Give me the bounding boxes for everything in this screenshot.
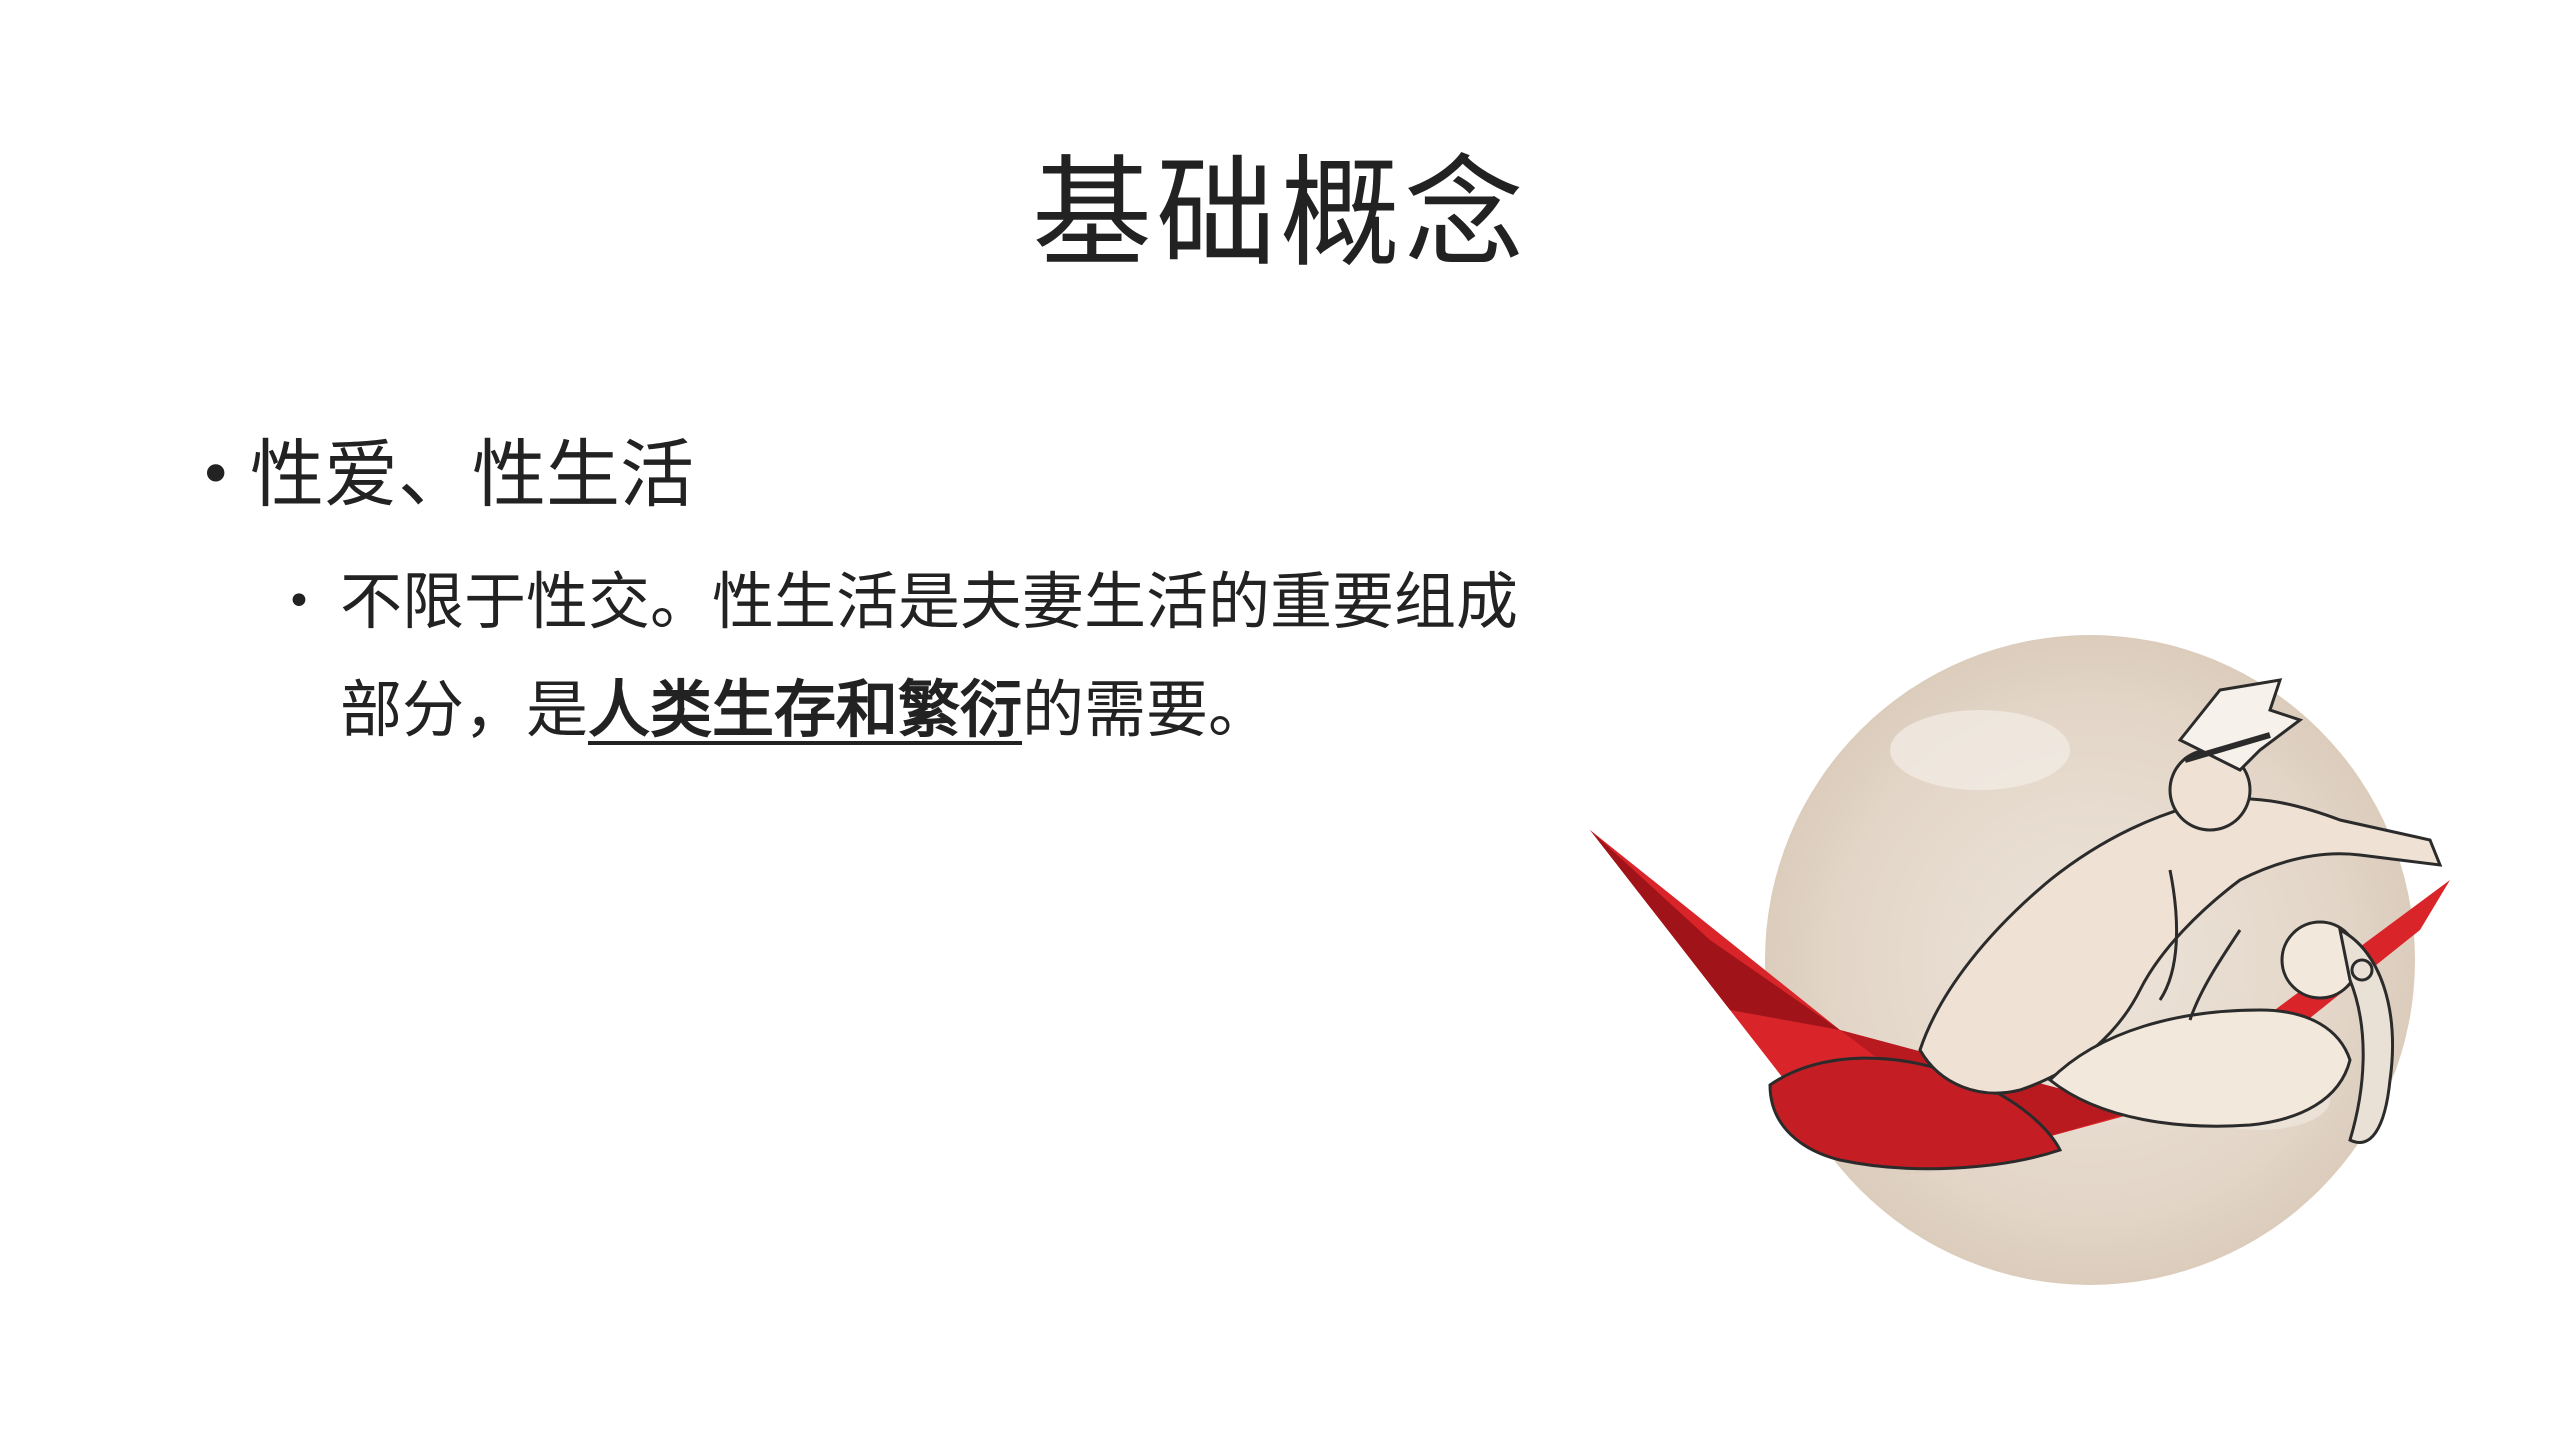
sub-bullet-dot-icon: • [286, 576, 312, 627]
woman-hair [2337, 927, 2394, 1144]
bullet-list: • 性爱、性生活 • 不限于性交。性生活是夫妻生活的重要组成部分，是人类生存和繁… [190, 420, 1590, 764]
sub-bullet-emphasis: 人类生存和繁衍 [588, 673, 1023, 746]
sub-bullet-item: • 不限于性交。性生活是夫妻生活的重要组成部分，是人类生存和繁衍的需要。 [286, 548, 1540, 764]
red-garment [1768, 1056, 2063, 1171]
sub-bullet-text-before: 不限于性交。性生活是夫妻生活的重要组成部分，是 [340, 565, 1519, 746]
sub-bullet-text-after: 的需要。 [1022, 673, 1271, 746]
bullet-text: 性爱、性生活 [250, 432, 694, 518]
bullet-item: • 性爱、性生活 [190, 420, 1590, 530]
headdress [2177, 678, 2304, 772]
slide-title: 基础概念 [1032, 145, 1528, 284]
couple-in-hammock-illustration [1580, 630, 2460, 1310]
figure-woman [2047, 1008, 2352, 1128]
bullet-dot-icon: • [198, 440, 234, 510]
